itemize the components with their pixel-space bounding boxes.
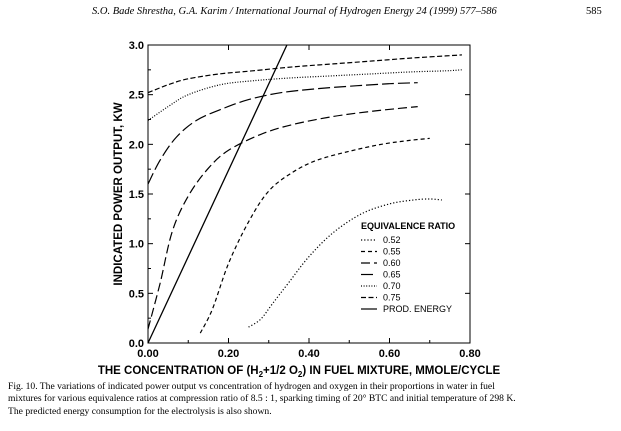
series-line-1 bbox=[199, 137, 430, 334]
x-axis-label-part: +1/2 O bbox=[263, 365, 298, 377]
legend-label: 0.65 bbox=[383, 270, 401, 280]
x-tick-label: 0.00 bbox=[137, 348, 158, 360]
caption-line: mixtures for various equivalence ratios … bbox=[8, 393, 516, 405]
caption-line: Fig. 10. The variations of indicated pow… bbox=[8, 381, 495, 392]
y-tick-label: 2.5 bbox=[129, 90, 144, 102]
y-tick-label: 0.5 bbox=[129, 288, 144, 300]
x-tick-label: 0.20 bbox=[218, 348, 239, 360]
legend-label: 0.60 bbox=[383, 258, 401, 268]
y-tick-label: 0.0 bbox=[129, 338, 144, 350]
series-line-3 bbox=[147, 82, 418, 185]
x-tick-label: 0.60 bbox=[379, 348, 400, 360]
y-tick-label: 3.0 bbox=[129, 40, 144, 52]
series-line-6 bbox=[147, 44, 288, 344]
x-axis-label: THE CONCENTRATION OF (H2+1/2 O2) IN FUEL… bbox=[98, 365, 501, 379]
power-output-chart: 0.00 0.20 0.40 0.60 0.80 0.0 0.5 1.0 1.5 2.0 2.5 3.… bbox=[98, 40, 501, 379]
figure-caption: Fig. 10. The variations of indicated pow… bbox=[8, 381, 616, 418]
x-tick-label: 0.40 bbox=[298, 348, 319, 360]
y-tick-label: 1.0 bbox=[129, 239, 144, 251]
x-axis-label-part: ) IN FUEL MIXTURE, MMOLE/CYCLE bbox=[302, 365, 500, 377]
y-axis-label: INDICATED POWER OUTPUT, KW bbox=[113, 102, 125, 285]
x-tick-label: 0.80 bbox=[459, 348, 480, 360]
y-tick-label: 1.5 bbox=[129, 189, 144, 201]
x-axis-label-part: THE CONCENTRATION OF (H bbox=[98, 365, 259, 377]
legend-label: 0.55 bbox=[383, 247, 401, 257]
legend-label: PROD. ENERGY bbox=[383, 304, 452, 314]
legend-label: 0.70 bbox=[383, 281, 401, 291]
x-axis-label-subscript: 2 bbox=[259, 370, 264, 379]
page-header: S.O. Bade Shrestha, G.A. Karim / Interna… bbox=[0, 6, 621, 24]
legend-title: EQUIVALENCE RATIO bbox=[361, 221, 455, 231]
caption-line: The predicted energy consumption for the… bbox=[8, 405, 272, 417]
series-line-5 bbox=[147, 54, 462, 94]
legend-label: 0.52 bbox=[383, 235, 401, 245]
y-tick-label: 2.0 bbox=[129, 139, 144, 151]
legend-label: 0.75 bbox=[383, 293, 401, 303]
x-axis-label-subscript: 2 bbox=[298, 370, 303, 379]
series-line-2 bbox=[147, 106, 418, 330]
page-number: 585 bbox=[586, 6, 602, 17]
series-line-0 bbox=[248, 198, 442, 328]
running-header: S.O. Bade Shrestha, G.A. Karim / Interna… bbox=[92, 6, 497, 17]
